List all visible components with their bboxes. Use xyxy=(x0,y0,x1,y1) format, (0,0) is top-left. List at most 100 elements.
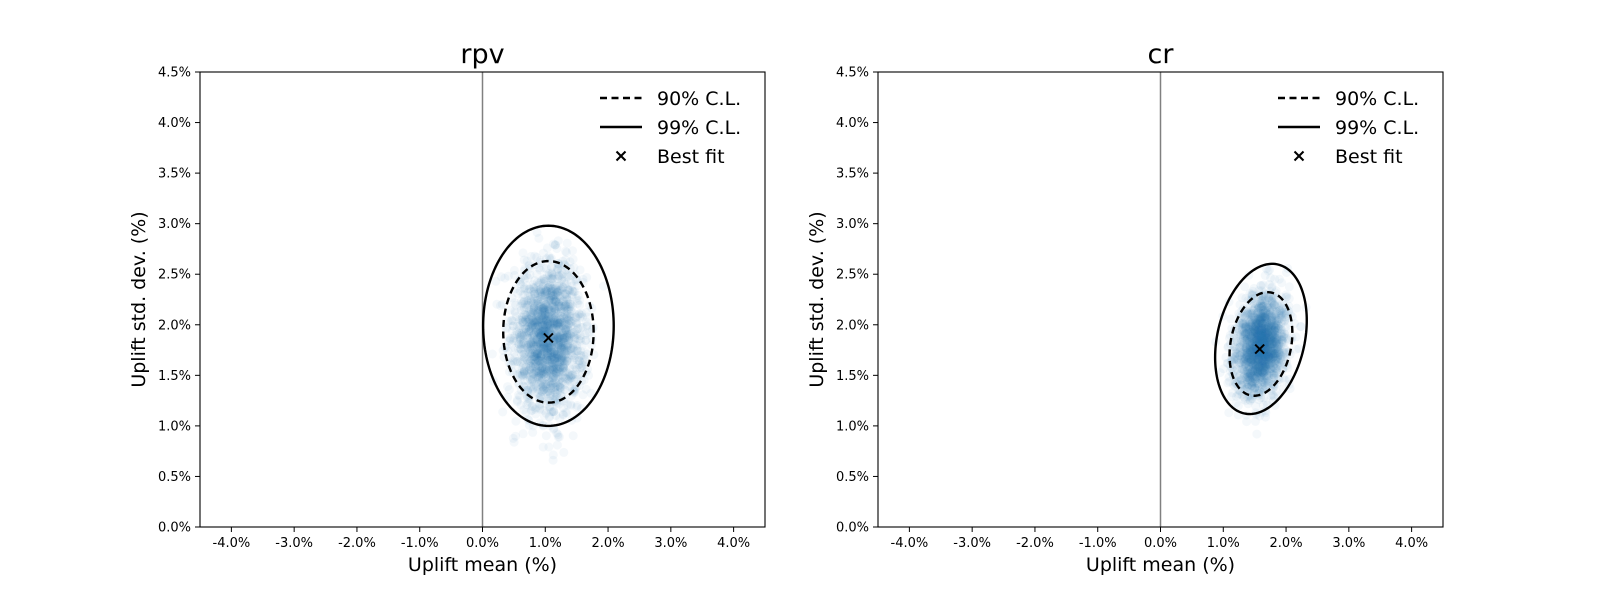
posterior-sample-point xyxy=(541,408,551,418)
posterior-sample-point xyxy=(1278,304,1288,314)
posterior-sample-point xyxy=(1254,325,1264,335)
posterior-sample-point xyxy=(559,312,569,322)
posterior-sample-point xyxy=(557,316,567,326)
posterior-sample-point xyxy=(564,319,574,329)
posterior-sample-point xyxy=(1270,334,1280,344)
posterior-sample-point xyxy=(1262,309,1272,319)
posterior-sample-point xyxy=(554,319,564,328)
posterior-sample-point xyxy=(1261,307,1271,317)
posterior-sample-point xyxy=(569,287,579,297)
posterior-sample-point xyxy=(552,304,562,314)
posterior-sample-point xyxy=(546,282,556,292)
posterior-sample-point xyxy=(1261,360,1270,370)
posterior-sample-point xyxy=(546,318,555,328)
posterior-sample-point xyxy=(1258,307,1268,316)
posterior-sample-point xyxy=(1269,370,1279,380)
posterior-sample-point xyxy=(519,284,529,294)
posterior-sample-point xyxy=(1257,344,1267,354)
posterior-sample-point xyxy=(531,353,541,363)
posterior-sample-point xyxy=(1261,359,1271,369)
posterior-sample-point xyxy=(1267,325,1277,335)
posterior-sample-point xyxy=(560,324,570,334)
posterior-sample-point xyxy=(1257,361,1267,371)
posterior-sample-point xyxy=(1272,375,1282,385)
posterior-sample-point xyxy=(1262,318,1272,328)
posterior-sample-point xyxy=(1255,337,1265,347)
posterior-sample-point xyxy=(547,369,557,379)
posterior-sample-point xyxy=(531,409,541,419)
posterior-sample-point xyxy=(1251,330,1261,340)
posterior-sample-point xyxy=(532,335,542,344)
posterior-sample-point xyxy=(1247,373,1257,383)
posterior-sample-point xyxy=(544,318,554,328)
posterior-sample-point xyxy=(1257,354,1267,364)
posterior-sample-point xyxy=(573,299,582,308)
posterior-sample-point xyxy=(531,334,541,343)
posterior-sample-point xyxy=(1257,358,1267,367)
posterior-sample-point xyxy=(1247,305,1257,315)
posterior-sample-point xyxy=(1265,345,1275,355)
posterior-sample-point xyxy=(561,347,570,357)
posterior-sample-point xyxy=(1253,365,1263,375)
posterior-sample-point xyxy=(535,400,544,410)
posterior-sample-point xyxy=(1266,353,1275,363)
posterior-sample-point xyxy=(524,327,534,337)
posterior-sample-point xyxy=(571,276,581,286)
posterior-sample-point xyxy=(1243,372,1253,381)
posterior-sample-point xyxy=(551,330,561,340)
posterior-sample-point xyxy=(1254,323,1264,333)
posterior-sample-point xyxy=(561,289,571,299)
posterior-sample-point xyxy=(538,320,548,330)
posterior-sample-point xyxy=(550,396,560,406)
posterior-sample-point xyxy=(569,387,579,397)
posterior-sample-point xyxy=(544,305,554,315)
posterior-sample-point xyxy=(537,387,547,397)
posterior-sample-point xyxy=(1266,307,1275,317)
posterior-sample-point xyxy=(525,356,535,366)
posterior-sample-point xyxy=(1230,352,1240,362)
posterior-sample-point xyxy=(1245,341,1255,351)
posterior-sample-point xyxy=(524,314,534,324)
y-tick-label: 2.5% xyxy=(836,268,869,283)
posterior-sample-point xyxy=(1261,321,1271,331)
posterior-sample-point xyxy=(1247,369,1257,379)
posterior-sample-point xyxy=(554,322,564,332)
posterior-sample-point xyxy=(547,268,556,278)
posterior-sample-point xyxy=(1259,346,1269,356)
posterior-sample-point xyxy=(530,320,540,330)
posterior-sample-point xyxy=(1266,321,1276,331)
posterior-sample-point xyxy=(581,328,591,338)
posterior-sample-point xyxy=(1258,328,1268,338)
posterior-sample-point xyxy=(544,312,554,322)
posterior-sample-point xyxy=(536,321,546,331)
posterior-sample-point xyxy=(1267,358,1277,368)
posterior-sample-point xyxy=(520,338,529,348)
posterior-sample-point xyxy=(558,332,567,342)
posterior-sample-point xyxy=(548,361,558,371)
posterior-sample-point xyxy=(549,406,559,416)
posterior-sample-point xyxy=(533,348,543,358)
posterior-sample-point xyxy=(544,340,554,350)
posterior-sample-point xyxy=(1239,365,1249,375)
posterior-sample-point xyxy=(514,315,524,324)
legend-swatch-marker xyxy=(615,150,627,162)
posterior-sample-point xyxy=(569,331,579,341)
posterior-sample-point xyxy=(1269,312,1279,322)
posterior-sample-point xyxy=(531,366,541,376)
posterior-sample-point xyxy=(1272,326,1282,335)
posterior-sample-point xyxy=(556,314,566,324)
posterior-sample-point xyxy=(560,385,570,395)
posterior-sample-point xyxy=(519,339,529,349)
posterior-sample-point xyxy=(1275,328,1285,338)
posterior-sample-point xyxy=(1253,319,1263,329)
posterior-sample-point xyxy=(1244,373,1254,383)
posterior-sample-point xyxy=(1243,356,1253,366)
posterior-sample-point xyxy=(1236,312,1246,322)
posterior-sample-point xyxy=(555,331,565,341)
posterior-sample-point xyxy=(1256,303,1266,313)
posterior-sample-point xyxy=(510,284,520,294)
posterior-sample-point xyxy=(549,316,559,326)
posterior-sample-point xyxy=(542,286,552,296)
posterior-sample-point xyxy=(515,335,525,345)
posterior-sample-point xyxy=(1291,344,1301,354)
